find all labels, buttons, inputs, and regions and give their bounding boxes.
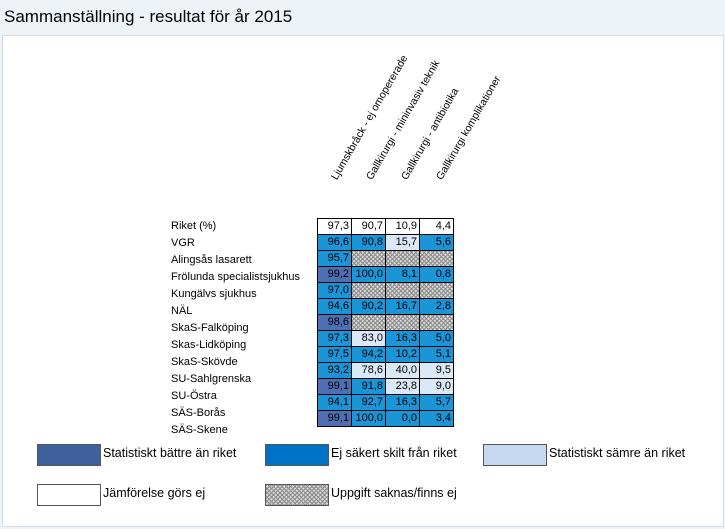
row-label: NÄL xyxy=(171,305,193,317)
table-cell xyxy=(351,282,386,299)
table-cell: 4,4 xyxy=(419,218,454,235)
table-cell: 90,8 xyxy=(351,234,386,251)
row-label: Kungälvs sjukhus xyxy=(171,288,257,300)
table-cell: 15,7 xyxy=(385,234,420,251)
table-cell: 16,7 xyxy=(385,298,420,315)
legend-swatch xyxy=(265,484,329,506)
legend-label: Jämförelse görs ej xyxy=(103,486,206,500)
table-cell: 9,0 xyxy=(419,378,454,395)
legend-label: Statistiskt bättre än riket xyxy=(103,446,237,460)
table-cell: 96,6 xyxy=(317,234,352,251)
table-cell: 5,6 xyxy=(419,234,454,251)
table-cell: 8,1 xyxy=(385,266,420,283)
table-cell: 90,7 xyxy=(351,218,386,235)
table-cell: 97,3 xyxy=(317,218,352,235)
row-label: SU-Sahlgrenska xyxy=(171,373,252,385)
row-label: SÄS-Skene xyxy=(171,424,228,436)
table-cell: 95,7 xyxy=(317,250,352,267)
table-row: 95,7 xyxy=(317,250,454,267)
table-cell: 5,0 xyxy=(419,330,454,347)
row-label: Alingsås lasarett xyxy=(171,254,252,266)
table-row: 97,0 xyxy=(317,282,454,299)
table-cell: 94,1 xyxy=(317,394,352,411)
table-cell: 40,0 xyxy=(385,362,420,379)
table-cell xyxy=(385,282,420,299)
column-header: Gallkirurgi komplikationer xyxy=(434,73,504,182)
table-cell: 92,7 xyxy=(351,394,386,411)
table-cell xyxy=(419,250,454,267)
table-cell xyxy=(419,314,454,331)
row-label: SU-Östra xyxy=(171,390,217,402)
legend-swatch xyxy=(37,444,101,466)
table-row: 98,6 xyxy=(317,314,454,331)
row-label: SÄS-Borås xyxy=(171,407,226,419)
table-cell xyxy=(419,282,454,299)
table-cell: 100,0 xyxy=(351,266,386,283)
table-row: 97,3 83,0 16,3 5,0 xyxy=(317,330,454,347)
legend-label: Statistiskt sämre än riket xyxy=(549,446,686,460)
table-cell: 23,8 xyxy=(385,378,420,395)
table-row: 99,1 100,0 0,0 3,4 xyxy=(317,410,454,427)
table-row: 97,5 94,2 10,2 5,1 xyxy=(317,346,454,363)
table-cell: 90,2 xyxy=(351,298,386,315)
table-cell: 94,6 xyxy=(317,298,352,315)
table-cell: 99,1 xyxy=(317,378,352,395)
table-cell xyxy=(385,314,420,331)
table-cell xyxy=(351,250,386,267)
results-table: 97,3 90,7 10,9 4,4 96,6 90,8 15,7 5,6 95,7 99,2 10… xyxy=(317,218,454,427)
table-cell: 98,6 xyxy=(317,314,352,331)
table-row: 96,6 90,8 15,7 5,6 xyxy=(317,234,454,251)
table-cell: 10,9 xyxy=(385,218,420,235)
table-row: 97,3 90,7 10,9 4,4 xyxy=(317,218,454,235)
table-cell xyxy=(385,250,420,267)
legend-label: Ej säkert skilt från riket xyxy=(331,446,457,460)
legend-swatch xyxy=(483,444,547,466)
table-cell: 91,8 xyxy=(351,378,386,395)
legend-label: Uppgift saknas/finns ej xyxy=(331,486,457,500)
row-label: SkaS-Skövde xyxy=(171,356,238,368)
table-cell: 16,3 xyxy=(385,394,420,411)
table-cell: 83,0 xyxy=(351,330,386,347)
table-cell: 0,8 xyxy=(419,266,454,283)
table-cell: 2,8 xyxy=(419,298,454,315)
table-cell: 0,0 xyxy=(385,410,420,427)
table-cell: 10,2 xyxy=(385,346,420,363)
row-label: Frölunda specialistsjukhus xyxy=(171,271,301,283)
table-cell: 3,4 xyxy=(419,410,454,427)
row-label: SkaS-Falköping xyxy=(171,322,249,334)
table-cell: 94,2 xyxy=(351,346,386,363)
table-cell: 97,3 xyxy=(317,330,352,347)
row-label: Skas-Lidköping xyxy=(171,339,247,351)
table-cell: 100,0 xyxy=(351,410,386,427)
page-title: Sammanställning - resultat för år 2015 xyxy=(4,7,293,26)
table-row: 94,6 90,2 16,7 2,8 xyxy=(317,298,454,315)
table-cell: 5,7 xyxy=(419,394,454,411)
table-cell: 16,3 xyxy=(385,330,420,347)
table-row: 99,1 91,8 23,8 9,0 xyxy=(317,378,454,395)
row-label: VGR xyxy=(171,237,195,249)
row-label: Riket (%) xyxy=(171,220,217,232)
results-panel: Ljumskbråck - ej omopererade Gallkirurgi … xyxy=(2,35,724,527)
table-cell: 78,6 xyxy=(351,362,386,379)
table-row: 94,1 92,7 16,3 5,7 xyxy=(317,394,454,411)
legend-swatch xyxy=(37,484,101,506)
table-cell: 97,5 xyxy=(317,346,352,363)
table-cell: 97,0 xyxy=(317,282,352,299)
table-cell: 99,1 xyxy=(317,410,352,427)
table-row: 99,2 100,0 8,1 0,8 xyxy=(317,266,454,283)
legend-swatch xyxy=(265,444,329,466)
table-cell: 93,2 xyxy=(317,362,352,379)
table-cell xyxy=(351,314,386,331)
table-cell: 9,5 xyxy=(419,362,454,379)
table-cell: 99,2 xyxy=(317,266,352,283)
table-row: 93,2 78,6 40,0 9,5 xyxy=(317,362,454,379)
table-cell: 5,1 xyxy=(419,346,454,363)
